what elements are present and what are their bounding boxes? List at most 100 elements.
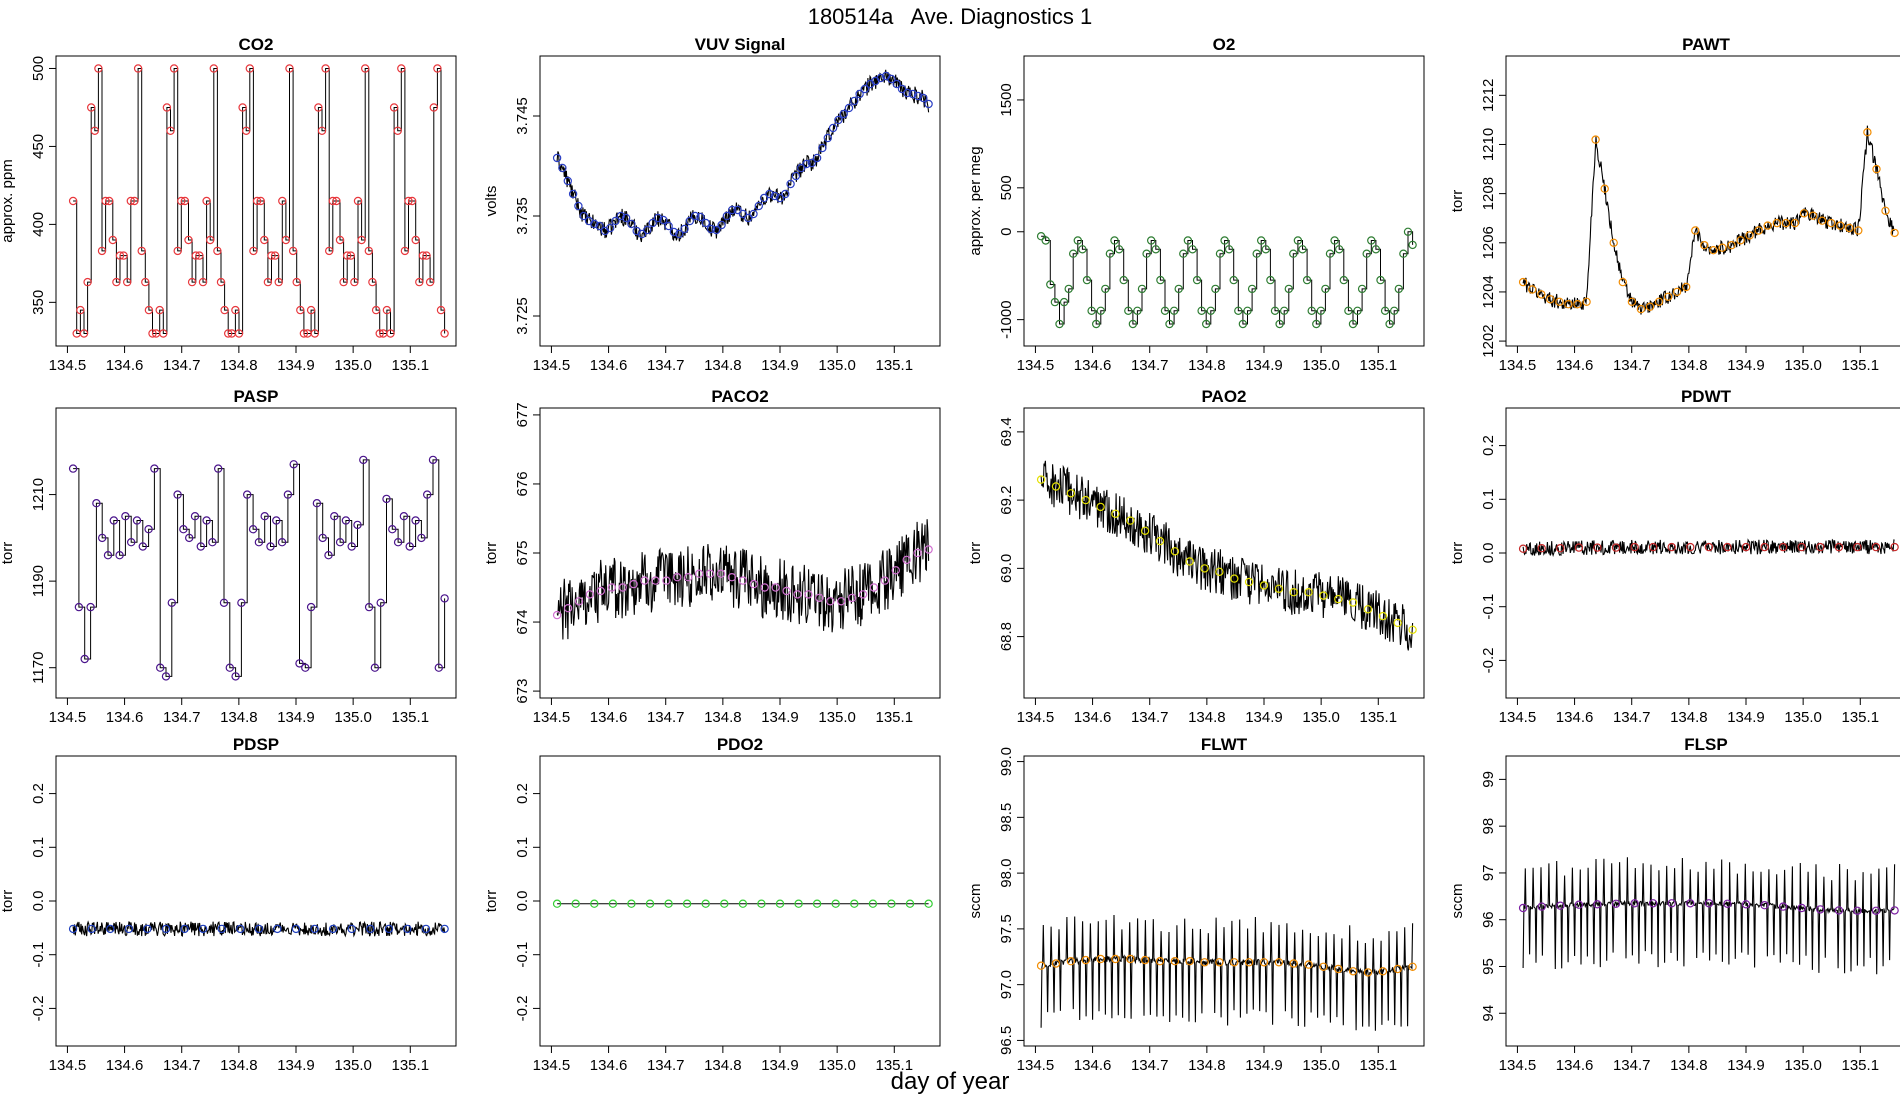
- average-point: [782, 586, 791, 596]
- average-point: [86, 103, 96, 112]
- y-tick-label: 1204: [1480, 275, 1497, 308]
- average-point: [405, 542, 414, 551]
- average-point: [1817, 216, 1827, 225]
- average-point: [1760, 901, 1769, 910]
- average-point: [179, 525, 188, 534]
- x-tick-label: 134.6: [1074, 1057, 1112, 1074]
- average-point: [393, 538, 403, 547]
- average-point: [1036, 475, 1046, 484]
- raw-trace: [1522, 538, 1895, 557]
- x-tick-label: 134.9: [277, 709, 315, 726]
- average-point: [277, 538, 287, 547]
- y-tick-label: 1210: [30, 478, 47, 511]
- x-tick-label: 134.8: [1188, 357, 1226, 374]
- average-point: [1155, 536, 1165, 546]
- average-point: [1600, 184, 1609, 193]
- y-tick-label: 675: [514, 540, 531, 565]
- y-axis-label: volts: [483, 186, 500, 217]
- average-point: [68, 464, 78, 473]
- average-point: [1890, 906, 1899, 915]
- average-point: [415, 277, 424, 287]
- average-point: [1289, 959, 1298, 968]
- x-tick-label: 134.5: [1017, 357, 1055, 374]
- average-point: [1790, 218, 1800, 228]
- y-axis-label: approx. ppm: [0, 159, 16, 242]
- x-tick-label: 134.9: [1727, 357, 1765, 374]
- average-point: [1704, 899, 1714, 908]
- y-tick-label: 99: [1480, 771, 1497, 788]
- panel-vuv-signal: VUV Signal volts 134.5 134.6 134.7 134.8 134.9…: [483, 35, 941, 374]
- y-tick-label: -0.2: [30, 995, 47, 1021]
- average-point: [1201, 319, 1211, 329]
- average-point: [1266, 275, 1275, 285]
- average-point: [1863, 127, 1872, 137]
- average-point: [1073, 236, 1083, 245]
- raw-trace: [73, 68, 446, 334]
- average-point: [844, 103, 854, 113]
- average-point: [1211, 284, 1220, 294]
- x-tick-label: 135.0: [334, 709, 372, 726]
- average-point: [1124, 306, 1133, 315]
- average-point: [574, 597, 584, 606]
- average-point: [1230, 574, 1239, 583]
- average-point: [403, 924, 412, 934]
- average-point: [749, 209, 758, 219]
- average-point: [834, 115, 843, 125]
- average-point: [563, 604, 573, 613]
- average-point: [1126, 954, 1135, 964]
- average-point: [234, 329, 244, 338]
- average-point: [312, 499, 322, 508]
- average-point: [839, 109, 848, 119]
- average-point: [115, 251, 125, 260]
- y-tick-label: 0.2: [514, 783, 531, 804]
- average-point: [241, 126, 251, 136]
- average-point: [177, 196, 186, 206]
- x-tick-label: 134.9: [1727, 1057, 1765, 1074]
- panel-pawt: PAWT torr 134.5 134.6 134.7 134.8 134.9 135.0 13…: [1449, 35, 1900, 374]
- average-point: [254, 538, 264, 547]
- average-point: [350, 277, 359, 287]
- average-point: [659, 215, 668, 225]
- average-point: [690, 211, 700, 221]
- average-point: [1302, 275, 1312, 285]
- average-point: [1667, 542, 1676, 552]
- average-point: [108, 235, 118, 245]
- average-point: [1174, 284, 1183, 294]
- x-tick-label: 134.8: [1670, 709, 1708, 726]
- average-point: [1041, 236, 1050, 245]
- average-point: [823, 133, 833, 143]
- average-point: [1238, 319, 1248, 329]
- average-point: [143, 924, 152, 934]
- x-tick-label: 135.1: [1360, 709, 1398, 726]
- average-point: [190, 512, 200, 521]
- y-tick-label: 69.4: [998, 417, 1015, 446]
- average-point: [137, 246, 146, 256]
- average-point: [225, 663, 234, 672]
- average-point: [90, 126, 100, 136]
- average-point: [1609, 238, 1618, 247]
- average-point: [1380, 306, 1390, 315]
- panel-title: PDWT: [1681, 387, 1732, 406]
- average-point: [1334, 964, 1343, 974]
- average-point: [132, 516, 142, 525]
- average-point: [272, 516, 281, 525]
- y-tick-label: 1208: [1480, 177, 1497, 210]
- average-point: [436, 305, 446, 315]
- average-point: [366, 924, 375, 934]
- y-tick-label: 97.5: [998, 914, 1015, 943]
- average-point: [1890, 228, 1899, 238]
- average-point: [1799, 209, 1809, 218]
- average-point: [148, 329, 157, 338]
- average-point: [1781, 218, 1791, 228]
- average-point: [837, 597, 846, 606]
- x-tick-label: 134.7: [1613, 1057, 1651, 1074]
- average-point: [281, 235, 291, 245]
- average-point: [860, 84, 870, 94]
- average-point: [1096, 502, 1105, 512]
- average-point: [627, 219, 636, 229]
- average-point: [1036, 961, 1046, 970]
- average-point: [1627, 297, 1637, 306]
- average-point: [310, 924, 319, 934]
- average-point: [1403, 227, 1413, 236]
- x-tick-label: 134.8: [220, 1057, 258, 1074]
